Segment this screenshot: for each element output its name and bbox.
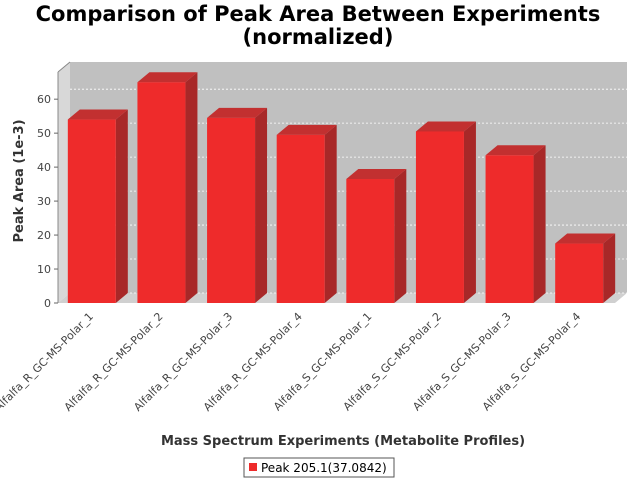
bar-side-face [255,107,268,303]
bar-side-face [115,109,128,303]
plot-left-wall [58,62,70,303]
bar-top-face [346,169,407,180]
bar-side-face [324,124,337,304]
chart-title-line-1: Comparison of Peak Area Between Experime… [36,2,601,26]
chart-title-line-2: (normalized) [243,25,394,49]
bar-top-face [276,124,337,135]
bar-top-face [555,233,616,244]
bar-front-face [276,134,325,303]
bars-group [67,72,616,304]
y-tick-label: 40 [37,161,51,174]
y-tick-label: 10 [37,263,51,276]
legend-frame [243,457,395,478]
y-axis-label: Peak Area (1e-3) [12,119,27,242]
bar-side-face [603,233,616,303]
x-axis-label: Mass Spectrum Experiments (Metabolite Pr… [161,434,525,449]
bar-top-face [67,109,128,120]
bar-front-face [555,243,604,303]
bar-top-face [415,121,476,132]
y-tick-label: 30 [37,195,51,208]
bar-8 [555,233,616,303]
plot-floor [58,293,627,303]
y-axis-top-edge [57,61,71,73]
bar-5 [346,169,407,303]
y-tick-label: 60 [37,93,51,106]
bar-1 [67,109,128,303]
legend-entry-label: Peak 205.1(37.0842) [261,461,387,475]
bar-side-face [533,145,546,303]
y-tick-label: 20 [37,229,51,242]
bar-front-face [415,131,464,303]
bar-top-face [207,107,268,118]
bar-7 [485,145,546,303]
bar-front-face [207,117,256,303]
bar-front-face [137,82,186,303]
y-axis-ticks: 0 10 20 30 40 50 60 [37,93,58,310]
bar-front-face [485,155,534,303]
y-tick-label: 0 [44,297,51,310]
legend: Peak 205.1(37.0842) [243,457,395,478]
bar-6 [415,121,476,303]
bar-top-face [137,72,198,83]
bar-front-face [67,119,116,303]
y-tick-label: 50 [37,127,51,140]
bar-top-face [485,145,546,156]
x-axis-categories: Alfalfa_R_GC-MS-Polar_1Alfalfa_R_GC-MS-P… [0,310,583,414]
bar-side-face [463,121,476,303]
bar-4 [276,124,337,304]
bar-2 [137,72,198,303]
bar-side-face [185,72,198,303]
bar-3 [207,107,268,303]
bar-side-face [394,169,407,303]
legend-swatch [249,463,257,471]
bar-front-face [346,179,395,303]
